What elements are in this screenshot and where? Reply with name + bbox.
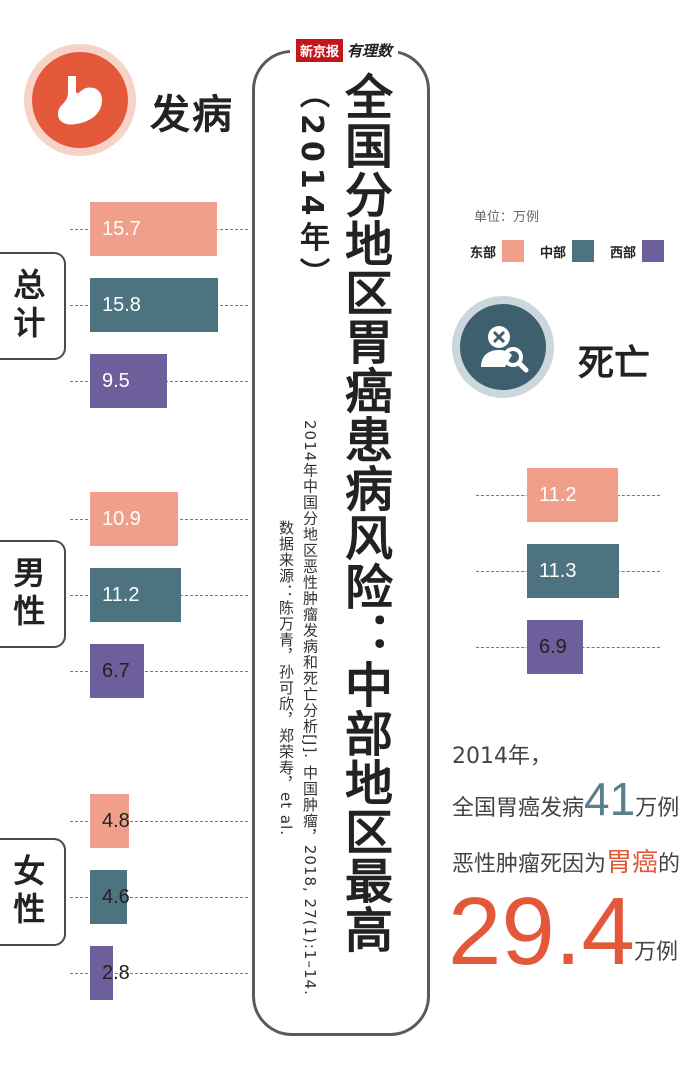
legend-swatch-central [572,240,595,262]
legend-item-east: 东部 [470,240,525,262]
summary-death-number: 29.4 [448,878,635,985]
incidence-bar-3-west-gridline [70,973,248,974]
summary-incidence-number: 41 [584,773,636,825]
incidence-title: 发病 [150,92,234,138]
incidence-bar-3-west: 2.8 [90,946,130,1000]
page-title: 全国分地区胃癌患病风险：中部地区最高 [336,72,392,954]
incidence-bar-3-central-gridline [70,897,248,898]
legend-label-central: 中部 [540,245,567,261]
incidence-bar-1-east: 15.7 [90,202,218,256]
incidence-bar-1-west-value-label: 9.5 [102,369,130,392]
death-bar-east-value-label: 11.2 [539,483,577,506]
brand-script: 有理数 [347,41,393,60]
death-title: 死亡 [578,343,651,384]
summary-line3: 恶性肿瘤死因为 胃癌 的 [452,842,680,879]
legend-item-west: 西部 [610,240,665,262]
summary-line3-prefix: 恶性肿瘤死因为 [452,852,607,877]
summary-line2-suffix: 万例 [635,796,680,821]
legend-label-west: 西部 [610,245,637,261]
legend-label-east: 东部 [470,245,497,261]
summary-line3-suffix: 的 [658,852,681,877]
brand-logo: 新京报 有理数 [290,38,399,62]
incidence-bar-2-west-gridline [70,671,248,672]
death-bar-west: 6.9 [527,620,584,674]
summary-line3-accent: 胃癌 [606,848,659,878]
incidence-bar-3-central: 4.6 [90,870,130,924]
summary-death-unit: 万例 [634,940,679,965]
title-year: （2014年） [294,78,329,294]
person-search-icon [452,296,554,398]
brand-badge: 新京报 [296,38,344,62]
group-label-total: 总计 [0,252,66,360]
death-bar-west-value-label: 6.9 [539,635,567,658]
summary-line2-prefix: 全国胃癌发病 [452,796,585,821]
incidence-bar-2-central: 11.2 [90,568,181,622]
stomach-icon [24,44,136,156]
summary-line2: 全国胃癌发病 41 万例 [452,772,679,826]
incidence-bar-2-east: 10.9 [90,492,179,546]
legend-swatch-west [642,240,665,262]
group-label-female: 女性 [0,838,66,946]
group-label-female-text: 女性 [8,854,47,930]
incidence-bar-3-east: 4.8 [90,794,130,848]
group-label-total-text: 总计 [8,268,47,344]
source-authors: 数据来源：陈万青，孙可欣，郑荣寿，et al. [277,520,295,837]
unit-label: 单位：万例 [474,210,540,225]
legend-swatch-east [502,240,525,262]
incidence-bar-1-east-value-label: 15.7 [102,217,141,240]
incidence-bar-2-central-value-label: 11.2 [102,583,140,606]
incidence-bar-1-central-value-label: 15.8 [102,293,141,316]
incidence-bar-2-east-value-label: 10.9 [102,507,141,530]
death-bar-east: 11.2 [527,468,619,522]
incidence-bar-3-west-value-label: 2.8 [102,961,130,984]
source-citation: 2014年中国分地区恶性肿瘤发病和死亡分析[J]. 中国肿瘤，2018, 27(… [301,420,319,996]
incidence-bar-2-west-value-label: 6.7 [102,659,130,682]
incidence-bar-1-west: 9.5 [90,354,167,408]
death-bar-central-value-label: 11.3 [539,559,577,582]
incidence-bar-2-west: 6.7 [90,644,145,698]
group-label-male-text: 男性 [8,556,47,632]
incidence-bar-3-east-gridline [70,821,248,822]
incidence-bar-1-central: 15.8 [90,278,218,332]
summary-line1: 2014年， [452,744,552,769]
incidence-bar-3-central-value-label: 4.6 [102,885,130,908]
legend-item-central: 中部 [540,240,595,262]
death-bar-central: 11.3 [527,544,619,598]
incidence-bar-3-east-value-label: 4.8 [102,809,130,832]
group-label-male: 男性 [0,540,66,648]
